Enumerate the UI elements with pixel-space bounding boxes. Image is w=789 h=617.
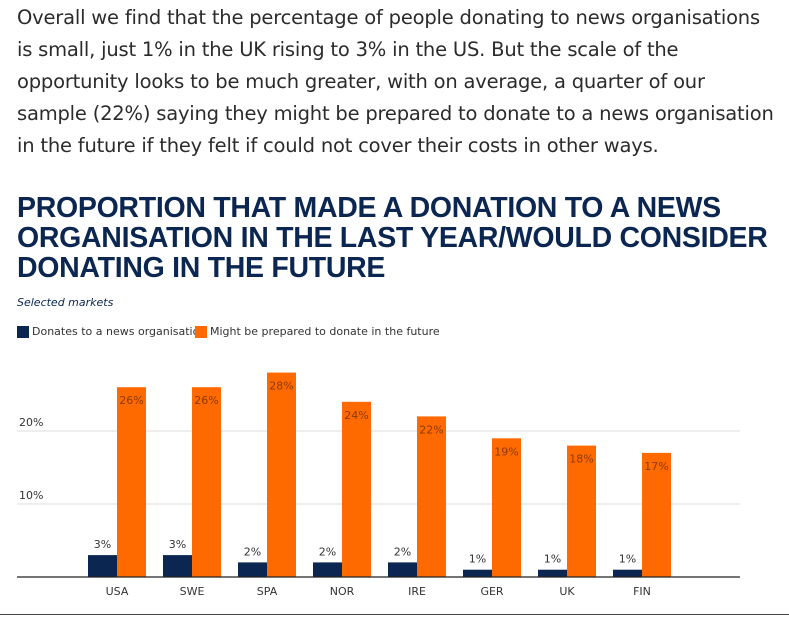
chart-title: PROPORTION THAT MADE A DONATION TO A NEW… bbox=[17, 192, 768, 284]
data-label: 26% bbox=[119, 394, 143, 407]
bar-might-donate bbox=[267, 372, 296, 577]
data-label: 28% bbox=[269, 380, 293, 393]
bar-might-donate bbox=[192, 387, 221, 577]
legend-label-might-donate: Might be prepared to donate in the futur… bbox=[210, 325, 440, 338]
y-tick-label: 10% bbox=[19, 489, 43, 502]
article-intro-paragraph: Overall we find that the percentage of p… bbox=[17, 6, 774, 157]
data-label: 1% bbox=[619, 553, 636, 566]
data-label: 1% bbox=[469, 553, 486, 566]
data-label: 3% bbox=[169, 538, 186, 551]
bar-might-donate bbox=[642, 452, 671, 577]
x-tick-label: USA bbox=[106, 585, 129, 598]
bar-donates bbox=[463, 569, 492, 577]
legend-swatch-might-donate bbox=[195, 326, 207, 338]
bar-might-donate bbox=[117, 387, 146, 577]
legend-swatch-donates bbox=[17, 326, 29, 338]
x-tick-label: SPA bbox=[257, 585, 278, 598]
legend-label-donates: Donates to a news organisation bbox=[32, 325, 207, 338]
bottom-divider bbox=[0, 614, 789, 615]
x-tick-label: GER bbox=[480, 585, 503, 598]
data-label: 18% bbox=[569, 453, 593, 466]
data-label: 26% bbox=[194, 394, 218, 407]
x-tick-label: IRE bbox=[408, 585, 426, 598]
bar-might-donate bbox=[417, 416, 446, 577]
data-label: 2% bbox=[244, 545, 261, 558]
data-label: 17% bbox=[644, 460, 668, 473]
x-tick-label: NOR bbox=[330, 585, 355, 598]
bar-might-donate bbox=[567, 445, 596, 577]
x-tick-label: UK bbox=[559, 585, 575, 598]
y-tick-label: 20% bbox=[19, 416, 43, 429]
bar-donates bbox=[238, 562, 267, 577]
data-label: 22% bbox=[419, 423, 443, 436]
x-tick-label: SWE bbox=[180, 585, 205, 598]
bar-donates bbox=[388, 562, 417, 577]
data-label: 19% bbox=[494, 445, 518, 458]
bar-chart: 10% 20% 3% 26% USA 3% 26% SWE 2% 28% SPA 2% 24% NOR 2%… bbox=[17, 372, 740, 598]
bar-might-donate bbox=[492, 438, 521, 577]
chart-subtitle: Selected markets bbox=[17, 296, 114, 309]
data-label: 24% bbox=[344, 409, 368, 422]
bar-donates bbox=[613, 569, 642, 577]
data-label: 3% bbox=[94, 538, 111, 551]
data-label: 2% bbox=[394, 545, 411, 558]
bar-donates bbox=[313, 562, 342, 577]
data-label: 1% bbox=[544, 553, 561, 566]
x-tick-label: FIN bbox=[633, 585, 651, 598]
data-label: 2% bbox=[319, 545, 336, 558]
bar-might-donate bbox=[342, 401, 371, 577]
bar-donates bbox=[163, 555, 192, 577]
bar-donates bbox=[538, 569, 567, 577]
bar-donates bbox=[88, 555, 117, 577]
